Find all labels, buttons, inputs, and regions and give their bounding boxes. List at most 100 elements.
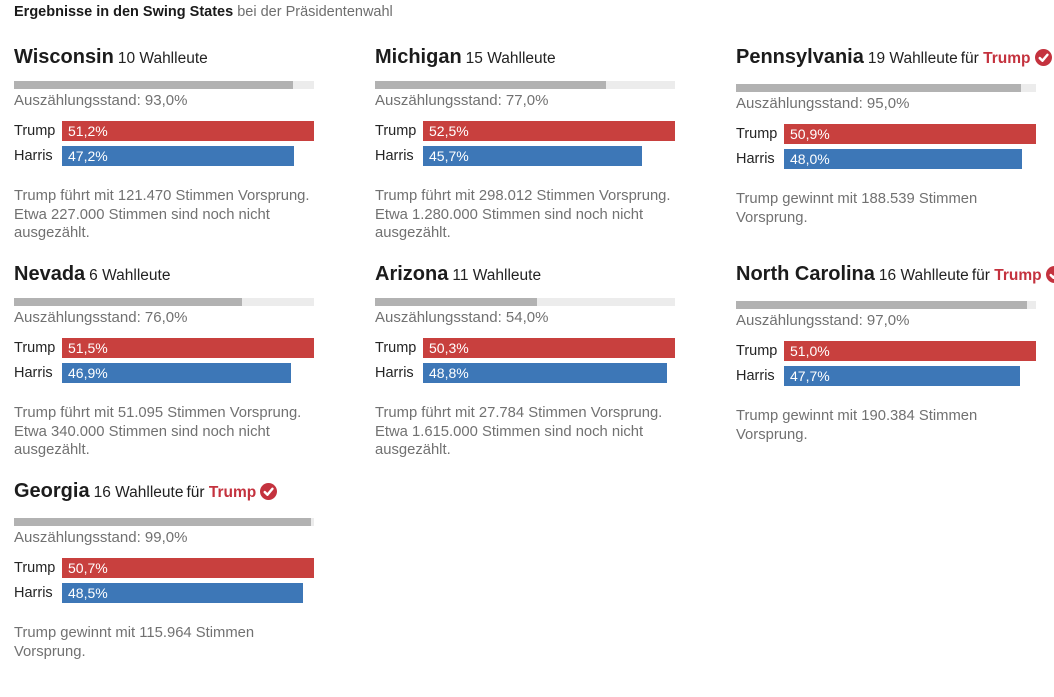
count-progress-fill [736, 84, 1021, 92]
result-value: 50,9% [790, 126, 830, 142]
result-value: 48,0% [790, 151, 830, 167]
result-bars: Trump 50,7% Harris 48,5% [14, 558, 314, 603]
state-title: North Carolina 16 Wahlleute für Trump [736, 263, 1054, 290]
status-note-line: Trump führt mit 27.784 Stimmen Vorsprung… [375, 405, 663, 421]
status-note-line: Trump führt mit 298.012 Stimmen Vorsprun… [375, 188, 671, 204]
candidate-label: Harris [375, 365, 414, 381]
status-notes: Trump führt mit 121.470 Stimmen Vorsprun… [14, 187, 314, 243]
winner-name: Trump [208, 484, 257, 501]
result-bar: 47,7% [784, 366, 1020, 386]
status-note-line: Trump gewinnt mit 115.964 Stimmen Vorspr… [14, 625, 255, 660]
count-status-label: Auszählungsstand: 77,0% [375, 92, 549, 109]
state-card: Pennsylvania 19 Wahlleute für Trump Auszäh… [736, 46, 1052, 227]
result-value: 45,7% [429, 148, 469, 164]
electors-label: 10 Wahlleute [117, 50, 208, 67]
candidate-row: Trump 50,9% [736, 124, 1036, 144]
winner-check-icon [1034, 49, 1052, 73]
count-progress-bar [375, 81, 675, 89]
result-bar: 45,7% [423, 146, 643, 166]
count-progress-fill [375, 298, 537, 306]
state-title: Wisconsin 10 Wahlleute [14, 46, 314, 70]
status-note-line: Trump führt mit 121.470 Stimmen Vorsprun… [14, 188, 310, 204]
bar-track: 47,7% [784, 366, 1036, 386]
winner-callout: für Trump [971, 266, 1054, 284]
states-grid: Wisconsin 10 Wahlleute Auszählungsstand: … [14, 46, 1054, 697]
count-progress-fill [14, 81, 293, 89]
status-note-line: Trump gewinnt mit 190.384 Stimmen Vorspr… [736, 408, 978, 443]
candidate-row: Trump 52,5% [375, 121, 675, 141]
state-name: Nevada [14, 263, 86, 285]
status-note-line: Trump führt mit 51.095 Stimmen Vorsprung… [14, 405, 302, 421]
candidate-label: Trump [736, 126, 778, 142]
state-card: Arizona 11 Wahlleute Auszählungsstand: 54… [375, 263, 675, 460]
result-bar: 48,8% [423, 363, 668, 383]
result-bars: Trump 51,5% Harris 46,9% [14, 338, 314, 383]
candidate-row: Trump 50,7% [14, 558, 314, 578]
page-title-main: Ergebnisse in den Swing States [14, 4, 234, 20]
bar-track: 48,0% [784, 149, 1036, 169]
page-title: Ergebnisse in den Swing States bei der P… [14, 3, 1054, 21]
count-status-label: Auszählungsstand: 95,0% [736, 95, 910, 112]
result-bars: Trump 52,5% Harris 45,7% [375, 121, 675, 166]
result-value: 47,7% [790, 368, 830, 384]
count-progress-fill [14, 518, 311, 526]
winner-prefix: für [186, 484, 209, 501]
count-status-label: Auszählungsstand: 99,0% [14, 529, 188, 546]
result-bar: 46,9% [62, 363, 292, 383]
result-value: 48,5% [68, 585, 108, 601]
candidate-label: Harris [14, 365, 53, 381]
count-status-label: Auszählungsstand: 54,0% [375, 309, 549, 326]
result-bars: Trump 50,3% Harris 48,8% [375, 338, 675, 383]
bar-track: 51,0% [784, 341, 1036, 361]
status-notes: Trump gewinnt mit 115.964 Stimmen Vorspr… [14, 624, 314, 661]
status-note-line: Etwa 1.615.000 Stimmen sind noch nicht a… [375, 423, 644, 459]
status-notes: Trump gewinnt mit 188.539 Stimmen Vorspr… [736, 190, 1036, 227]
state-card: Wisconsin 10 Wahlleute Auszählungsstand: … [14, 46, 314, 243]
bar-track: 50,3% [423, 338, 675, 358]
state-title: Michigan 15 Wahlleute [375, 46, 675, 70]
candidate-row: Harris 47,2% [14, 146, 314, 166]
result-bars: Trump 50,9% Harris 48,0% [736, 124, 1036, 169]
state-card: Georgia 16 Wahlleute für Trump Auszählungs… [14, 480, 314, 661]
status-notes: Trump führt mit 51.095 Stimmen Vorsprung… [14, 404, 314, 460]
state-name: Arizona [375, 263, 449, 285]
state-name: North Carolina [736, 263, 875, 285]
state-card: Nevada 6 Wahlleute Auszählungsstand: 76,0… [14, 263, 314, 460]
winner-prefix: für [960, 50, 984, 67]
status-note-line: Etwa 340.000 Stimmen sind noch nicht aus… [14, 423, 270, 459]
result-value: 46,9% [68, 365, 108, 381]
result-bar: 47,2% [62, 146, 295, 166]
electors-label: 6 Wahlleute [89, 267, 171, 284]
count-status-label: Auszählungsstand: 93,0% [14, 92, 188, 109]
candidate-row: Trump 51,0% [736, 341, 1036, 361]
count-status-label: Auszählungsstand: 76,0% [14, 309, 188, 326]
candidate-label: Trump [14, 123, 56, 139]
candidate-row: Harris 48,8% [375, 363, 675, 383]
candidate-row: Harris 48,5% [14, 583, 314, 603]
count-progress-fill [736, 301, 1027, 309]
count-progress-bar [14, 298, 314, 306]
bar-track: 51,5% [62, 338, 314, 358]
result-bar: 50,9% [784, 124, 1036, 144]
candidate-label: Trump [14, 560, 56, 576]
status-note-line: Etwa 227.000 Stimmen sind noch nicht aus… [14, 206, 270, 242]
candidate-label: Harris [14, 148, 53, 164]
result-value: 50,7% [68, 560, 108, 576]
electors-label: 16 Wahlleute [878, 267, 969, 284]
count-progress-bar [14, 81, 314, 89]
bar-track: 51,2% [62, 121, 314, 141]
candidate-row: Harris 46,9% [14, 363, 314, 383]
bar-track: 48,8% [423, 363, 675, 383]
bar-track: 47,2% [62, 146, 314, 166]
status-note-line: Etwa 1.280.000 Stimmen sind noch nicht a… [375, 206, 644, 242]
state-title: Arizona 11 Wahlleute [375, 263, 675, 287]
candidate-row: Trump 50,3% [375, 338, 675, 358]
result-bar: 48,5% [62, 583, 304, 603]
winner-prefix: für [971, 267, 995, 284]
state-card: Michigan 15 Wahlleute Auszählungsstand: 7… [375, 46, 675, 243]
state-title: Pennsylvania 19 Wahlleute für Trump [736, 46, 1052, 73]
state-title: Nevada 6 Wahlleute [14, 263, 314, 287]
count-progress-bar [375, 298, 675, 306]
winner-check-icon [260, 483, 278, 507]
